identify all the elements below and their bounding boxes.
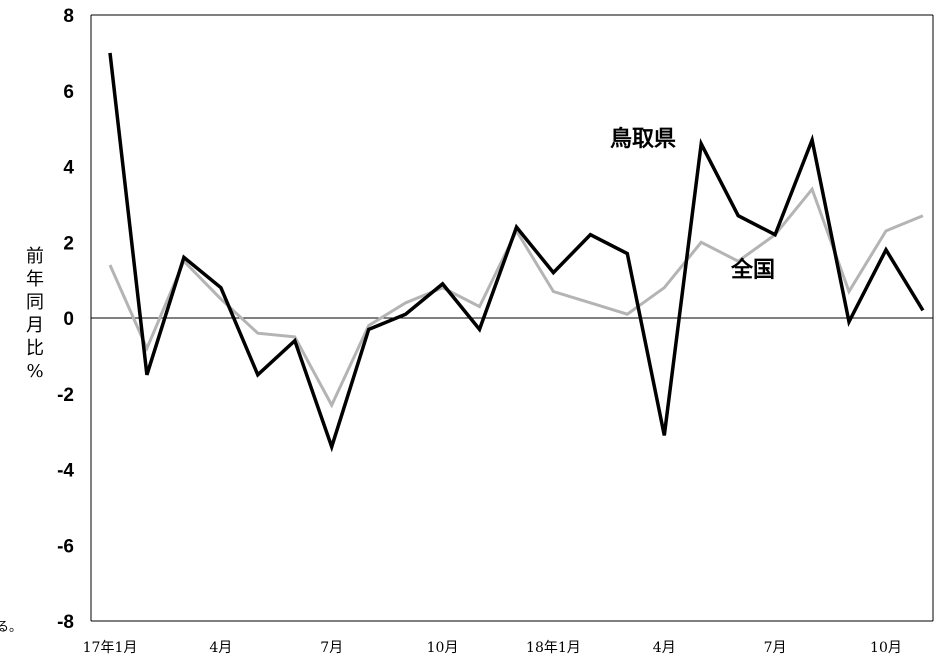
y-tick-label: 4	[63, 158, 74, 179]
series-label-national: 全国	[730, 257, 775, 283]
x-tick-label: 10月	[870, 640, 902, 656]
y-axis-label-char: 同	[26, 292, 44, 313]
y-tick-label: -6	[57, 536, 74, 557]
x-tick-label: 7月	[320, 640, 343, 656]
x-tick-label: 4月	[653, 640, 676, 656]
y-axis-label-char: %	[26, 361, 43, 382]
series-label-tottori: 鳥取県	[610, 126, 676, 152]
x-tick-label: 17年1月	[83, 640, 138, 656]
x-tick-label: 4月	[209, 640, 232, 656]
y-axis-label-char: 比	[26, 338, 44, 359]
y-tick-label: 8	[63, 6, 74, 27]
y-axis-label-char: 年	[26, 269, 44, 290]
x-tick-label: 18年1月	[526, 640, 581, 656]
y-ticks: 8 6 4 2 0 -2 -4 -6 -8	[57, 6, 74, 633]
x-tick-label: 10月	[427, 640, 459, 656]
y-tick-label: -4	[57, 461, 74, 482]
x-tick-label: 7月	[764, 640, 787, 656]
y-axis-label-char: 月	[26, 315, 44, 336]
y-tick-label: -8	[57, 612, 74, 633]
y-tick-label: 6	[63, 82, 74, 103]
y-tick-label: -2	[57, 385, 74, 406]
x-ticks: 17年1月 4月 7月 10月 18年1月 4月 7月 10月	[83, 640, 902, 656]
series-line-national	[108, 186, 924, 409]
series-line-tottori	[108, 52, 925, 453]
cropped-text-fragment: る。	[0, 620, 22, 635]
y-tick-label: 2	[63, 233, 74, 254]
y-tick-label: 0	[63, 309, 74, 330]
series-lines	[108, 52, 925, 453]
y-axis-label-char: 前	[26, 246, 44, 267]
